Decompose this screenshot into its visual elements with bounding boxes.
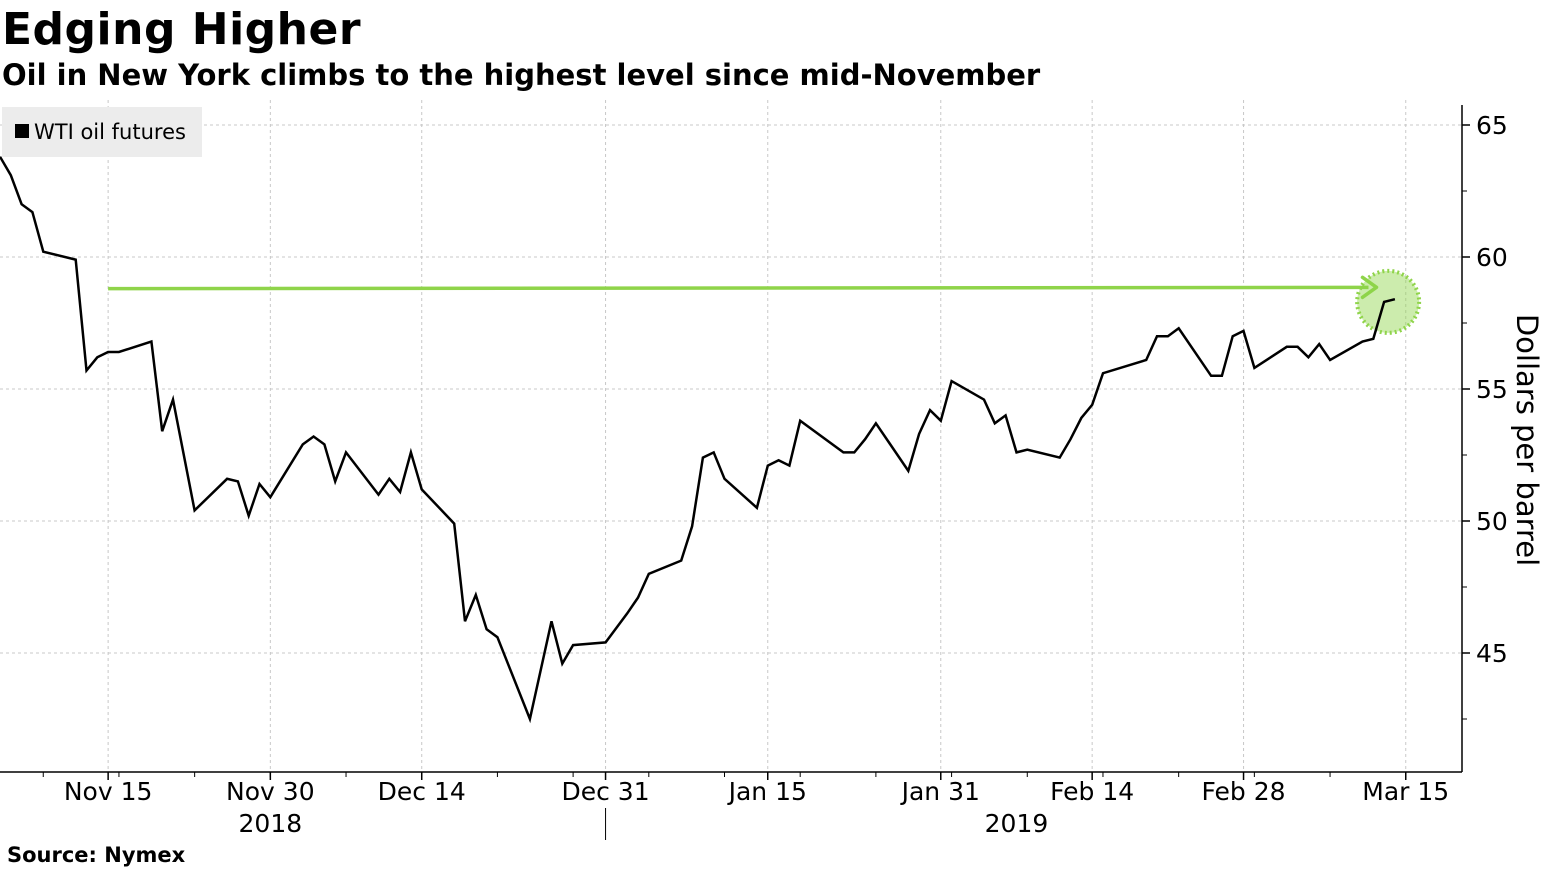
y-tick-label: 45: [1476, 639, 1508, 668]
chart-title: Edging Higher: [2, 4, 362, 55]
annotation-arrow-line: [108, 285, 1369, 291]
legend: WTI oil futures: [2, 107, 202, 157]
x-tick-label: Mar 15: [1362, 777, 1449, 806]
legend-swatch: [15, 124, 29, 138]
x-tick-label: Feb 28: [1202, 777, 1286, 806]
x-tick-label: Nov 30: [226, 777, 315, 806]
annotations: [108, 268, 1422, 335]
x-tick-label: Nov 15: [64, 777, 153, 806]
year-label: 2018: [239, 809, 303, 838]
x-tick-label: Feb 14: [1050, 777, 1134, 806]
y-axis-label: Dollars per barrel: [1510, 314, 1544, 566]
legend-background: [2, 107, 202, 157]
x-tick-label: Dec 14: [378, 777, 466, 806]
y-tick-label: 50: [1476, 507, 1508, 536]
chart-subtitle: Oil in New York climbs to the highest le…: [2, 58, 1041, 92]
source-note: Source: Nymex: [7, 843, 186, 867]
y-tick-label: 55: [1476, 375, 1508, 404]
series-line-wti: [0, 156, 1396, 724]
y-tick-label: 60: [1476, 243, 1508, 272]
legend-label: WTI oil futures: [34, 120, 186, 144]
axes: 45 50 55 60 65 Nov 15 Nov 30 Dec 14 Dec 31 Jan 15…: [0, 105, 1508, 840]
y-tick-label: 65: [1476, 111, 1508, 140]
x-tick-label: Jan 15: [727, 777, 807, 806]
grid: [0, 100, 1462, 772]
x-tick-label: Jan 31: [900, 777, 980, 806]
year-label: 2019: [985, 809, 1049, 838]
x-tick-label: Dec 31: [561, 777, 649, 806]
series-layer: [0, 156, 1396, 724]
